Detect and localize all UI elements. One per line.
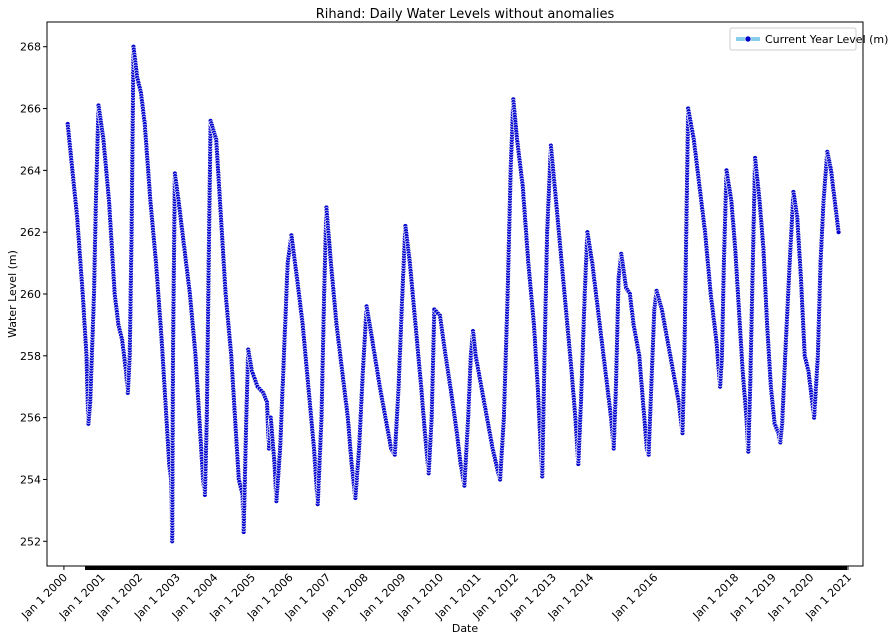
x-axis-label: Date [452,622,479,635]
legend-marker-swatch [744,35,752,43]
legend: Current Year Level (m) [729,27,888,51]
data-point [835,229,842,235]
y-tick-label: 256 [20,412,41,425]
y-tick-label: 260 [20,288,41,301]
x-axis-date-band [85,566,847,570]
y-axis-label: Water Level (m) [6,250,19,338]
y-tick-label: 268 [20,41,41,54]
chart-title: Rihand: Daily Water Levels without anoma… [316,7,615,22]
y-tick-label: 266 [20,103,41,116]
y-tick-label: 252 [20,535,41,548]
y-tick-label: 254 [20,473,41,486]
y-tick-label: 264 [20,164,41,177]
legend-box [729,27,857,51]
y-tick-label: 258 [20,350,41,363]
series-layer [64,43,842,544]
x-tick-label: Jan 1 2016 [609,571,661,623]
plot-frame [46,21,864,567]
y-tick-label: 262 [20,226,41,239]
legend-label: Current Year Level (m) [765,33,888,46]
y-axis: 252 254 256 258 260 262 264 266 268 [20,41,47,548]
series-markers [64,43,842,544]
